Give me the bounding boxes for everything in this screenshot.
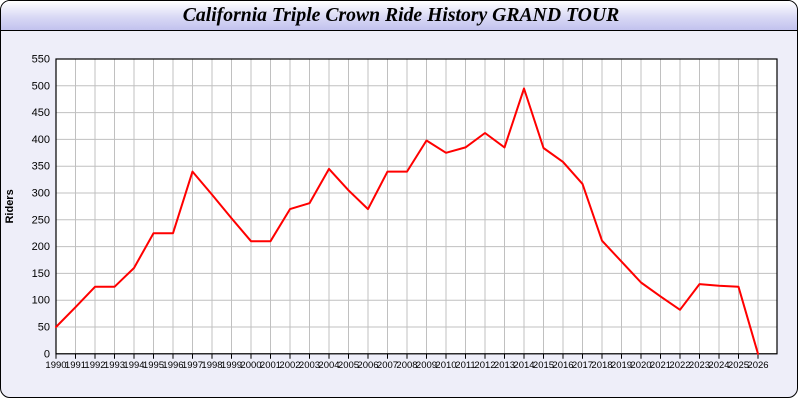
svg-text:2014: 2014: [513, 360, 534, 371]
svg-text:2013: 2013: [494, 360, 515, 371]
svg-text:1998: 1998: [201, 360, 222, 371]
svg-text:300: 300: [32, 188, 50, 200]
svg-text:1990: 1990: [45, 360, 66, 371]
svg-text:2021: 2021: [650, 360, 671, 371]
svg-text:1995: 1995: [143, 360, 164, 371]
svg-text:150: 150: [32, 268, 50, 280]
svg-text:400: 400: [32, 134, 50, 146]
svg-text:2007: 2007: [377, 360, 398, 371]
svg-text:350: 350: [32, 161, 50, 173]
svg-text:2010: 2010: [435, 360, 456, 371]
svg-text:550: 550: [32, 54, 50, 66]
svg-text:2009: 2009: [416, 360, 437, 371]
svg-text:2001: 2001: [260, 360, 281, 371]
svg-text:500: 500: [32, 80, 50, 92]
svg-text:2017: 2017: [572, 360, 593, 371]
svg-text:1997: 1997: [182, 360, 203, 371]
svg-text:100: 100: [32, 295, 50, 307]
svg-text:2024: 2024: [708, 360, 729, 371]
svg-text:250: 250: [32, 214, 50, 226]
svg-text:2004: 2004: [318, 360, 339, 371]
svg-text:2003: 2003: [299, 360, 320, 371]
svg-text:50: 50: [38, 322, 50, 334]
svg-text:450: 450: [32, 107, 50, 119]
svg-text:2019: 2019: [611, 360, 632, 371]
svg-text:1994: 1994: [123, 360, 144, 371]
svg-text:2016: 2016: [552, 360, 573, 371]
svg-text:1999: 1999: [221, 360, 242, 371]
svg-text:2022: 2022: [669, 360, 690, 371]
svg-text:2011: 2011: [455, 360, 475, 371]
svg-text:2000: 2000: [240, 360, 261, 371]
svg-text:2012: 2012: [474, 360, 495, 371]
svg-text:2026: 2026: [747, 360, 768, 371]
svg-text:2023: 2023: [689, 360, 710, 371]
svg-text:2005: 2005: [338, 360, 359, 371]
svg-text:2018: 2018: [591, 360, 612, 371]
svg-text:1996: 1996: [162, 360, 183, 371]
svg-text:2020: 2020: [630, 360, 651, 371]
svg-text:2015: 2015: [533, 360, 554, 371]
svg-text:200: 200: [32, 241, 50, 253]
svg-text:2002: 2002: [279, 360, 300, 371]
svg-text:0: 0: [44, 348, 50, 360]
svg-text:2025: 2025: [728, 360, 749, 371]
svg-text:1991: 1991: [65, 360, 86, 371]
svg-text:2006: 2006: [357, 360, 378, 371]
svg-text:1993: 1993: [104, 360, 125, 371]
svg-text:1992: 1992: [84, 360, 105, 371]
svg-text:2008: 2008: [396, 360, 417, 371]
svg-text:Riders: Riders: [4, 189, 16, 223]
